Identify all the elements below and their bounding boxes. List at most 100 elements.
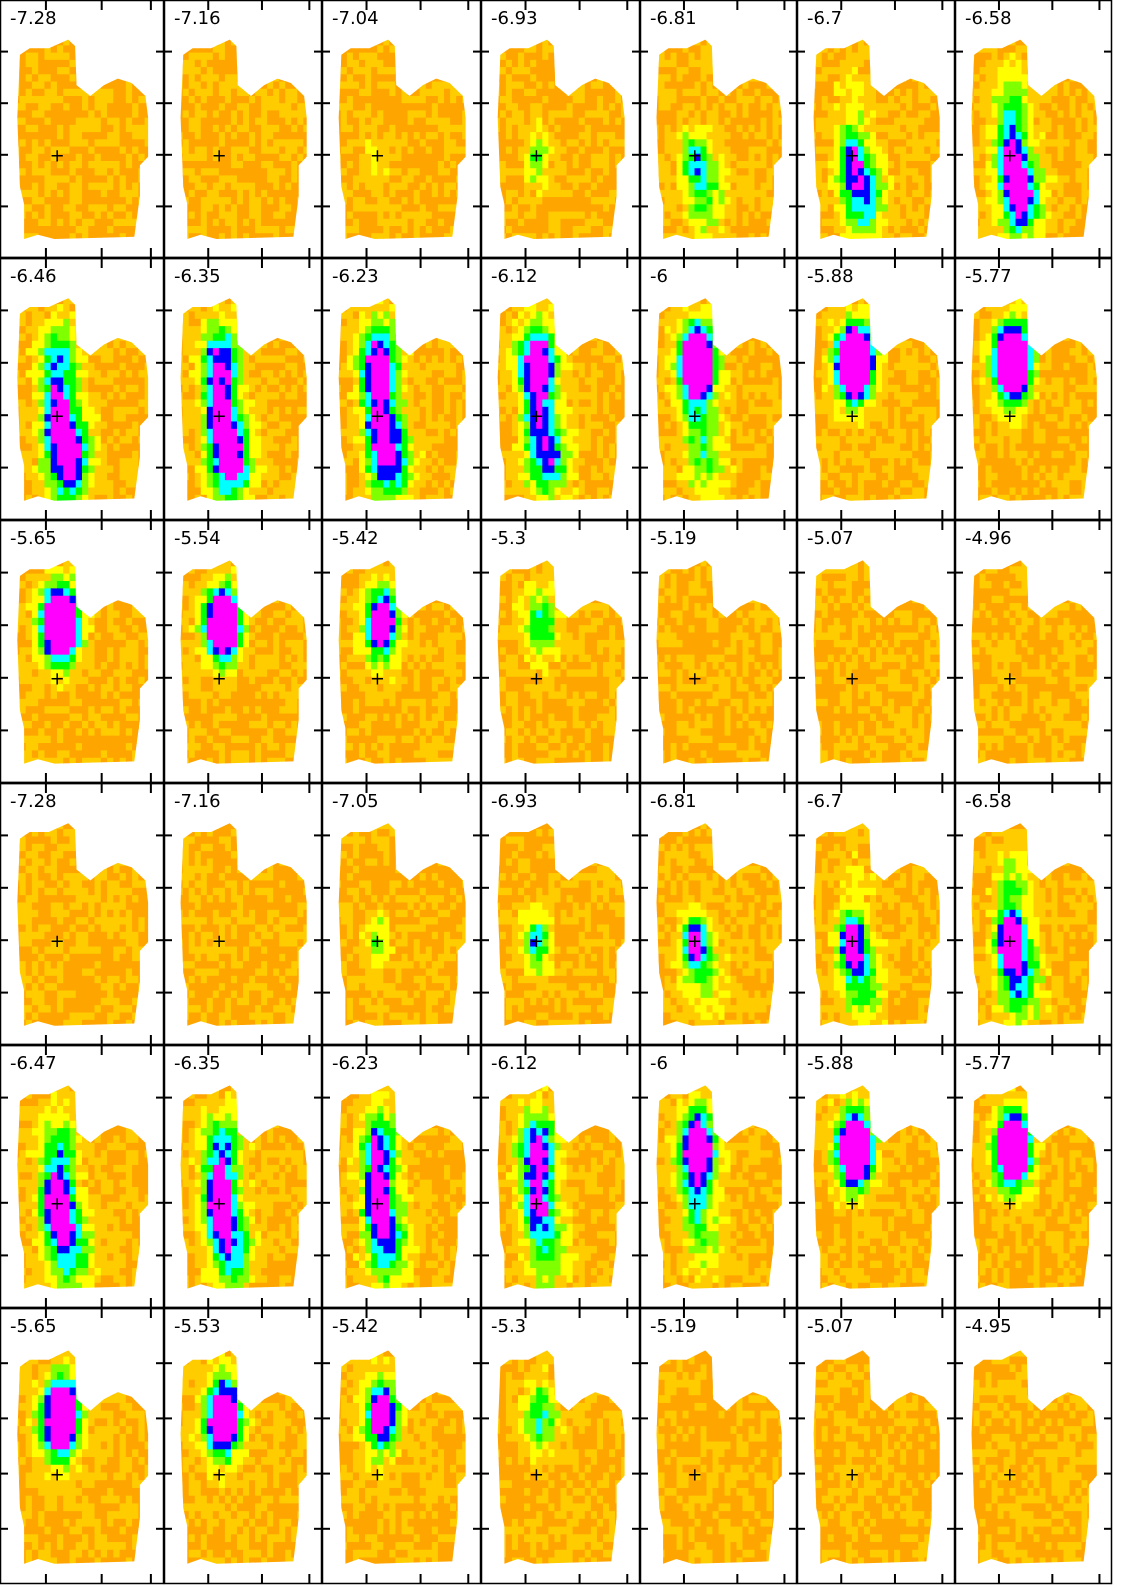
map-pixel <box>19 304 27 313</box>
map-pixel <box>338 189 342 198</box>
map-pixel <box>863 189 871 198</box>
map-pixel <box>924 139 931 148</box>
map-pixel <box>821 226 829 234</box>
map-pixel <box>194 124 202 133</box>
map-pixel <box>518 168 525 177</box>
map-pixel <box>395 103 403 112</box>
map-pixel <box>56 81 64 90</box>
map-pixel <box>518 74 525 83</box>
map-pixel <box>1045 160 1053 169</box>
map-pixel <box>94 189 102 198</box>
map-pixel <box>813 95 817 104</box>
map-pixel <box>431 88 439 97</box>
map-pixel <box>94 355 102 364</box>
map-pixel <box>578 103 586 112</box>
map-pixel <box>243 226 250 234</box>
map-pixel <box>395 124 403 133</box>
map-pixel <box>218 233 226 239</box>
map-pixel <box>31 204 39 213</box>
map-pixel <box>971 146 975 155</box>
map-pixel <box>389 197 397 205</box>
map-pixel <box>1081 240 1088 248</box>
map-pixel <box>590 103 598 112</box>
map-pixel <box>1051 103 1059 112</box>
map-pixel <box>1033 233 1041 239</box>
map-pixel <box>760 95 768 104</box>
map-pixel <box>224 110 232 119</box>
map-pixel <box>1015 168 1023 177</box>
map-pixel <box>511 124 519 133</box>
map-pixel <box>621 88 625 97</box>
map-pixel <box>338 39 342 46</box>
map-pixel <box>212 95 220 104</box>
map-pixel <box>1015 139 1023 148</box>
map-pixel <box>869 88 877 97</box>
map-pixel <box>778 117 782 126</box>
map-pixel <box>1027 74 1035 83</box>
map-pixel <box>267 146 274 155</box>
map-pixel <box>206 81 214 90</box>
map-pixel <box>94 160 102 169</box>
map-pixel <box>821 197 829 205</box>
map-pixel <box>542 204 549 213</box>
map-pixel <box>748 240 755 248</box>
map-pixel <box>365 124 372 133</box>
map-pixel <box>132 362 139 371</box>
map-pixel <box>31 182 39 191</box>
map-pixel <box>900 74 907 83</box>
map-pixel <box>352 233 360 239</box>
map-pixel <box>572 124 580 133</box>
map-pixel <box>851 182 859 191</box>
map-pixel <box>863 67 871 75</box>
map-pixel <box>456 52 463 61</box>
intensity-map <box>338 39 466 239</box>
map-pixel <box>125 110 133 119</box>
map-pixel <box>572 146 580 155</box>
map-pixel <box>815 218 823 227</box>
map-pixel <box>407 88 415 97</box>
map-pixel <box>924 88 931 97</box>
map-pixel <box>401 218 409 227</box>
map-pixel <box>236 175 244 184</box>
map-pixel <box>930 59 937 68</box>
map-pixel <box>243 39 250 46</box>
map-pixel <box>25 233 33 239</box>
map-pixel <box>25 298 33 305</box>
map-pixel <box>94 175 102 184</box>
map-pixel <box>1069 110 1077 119</box>
map-pixel <box>936 160 940 169</box>
map-pixel <box>900 211 907 220</box>
map-pixel <box>95 240 102 248</box>
map-pixel <box>882 45 889 54</box>
map-pixel <box>530 189 537 198</box>
map-pixel <box>132 74 139 83</box>
map-pixel <box>291 204 298 213</box>
map-pixel <box>754 110 762 119</box>
map-pixel <box>572 59 580 68</box>
map-pixel <box>979 124 987 133</box>
map-pixel <box>979 103 987 112</box>
map-pixel <box>255 160 262 169</box>
map-pixel <box>456 117 463 126</box>
map-pixel <box>450 189 457 198</box>
map-pixel <box>682 139 690 148</box>
map-pixel <box>261 31 268 39</box>
map-pixel <box>857 103 865 112</box>
map-pixel <box>518 45 525 54</box>
map-pixel <box>297 45 304 54</box>
map-pixel <box>144 189 149 198</box>
map-pixel <box>285 88 292 97</box>
map-pixel <box>200 39 208 46</box>
map-pixel <box>218 59 226 68</box>
map-pixel <box>845 175 853 184</box>
map-pixel <box>365 139 372 148</box>
map-pixel <box>542 81 549 90</box>
map-pixel <box>419 226 427 234</box>
map-pixel <box>395 211 403 220</box>
map-pixel <box>584 39 592 46</box>
map-pixel <box>930 146 937 155</box>
map-pixel <box>297 211 304 220</box>
map-pixel <box>590 95 598 104</box>
map-pixel <box>419 175 427 184</box>
map-pixel <box>748 59 756 68</box>
